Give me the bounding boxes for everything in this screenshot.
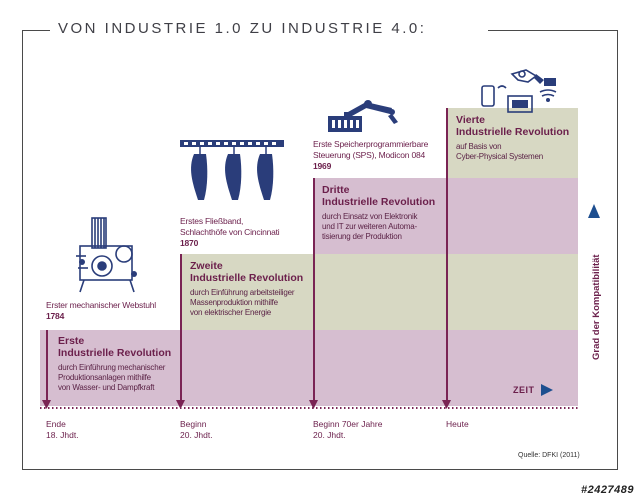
source-note: Quelle: DFKI (2011) (518, 452, 580, 459)
frame-top-left (22, 30, 50, 31)
band-first (40, 330, 578, 406)
frame-left (22, 30, 23, 470)
timeline-line-3 (313, 178, 315, 402)
milestone-2-label-2: Schlachthöfe von Cincinnati (180, 227, 280, 237)
page-title: VON INDUSTRIE 1.0 ZU INDUSTRIE 4.0: (58, 20, 427, 37)
assembly-line-icon (180, 140, 284, 200)
rev3-desc-3: tisierung der Produktion (322, 232, 402, 241)
arrowhead-1 (42, 400, 51, 409)
rev2-desc-2: Massenproduktion mithilfe (190, 298, 278, 307)
tick-3-line-2: 20. Jhdt. (313, 430, 346, 440)
frame-bottom (22, 469, 618, 470)
zeit-arrow-icon (541, 384, 553, 396)
tick-2-line-1: Beginn (180, 419, 207, 429)
timeline-line-1 (46, 330, 48, 402)
rev4-desc-2: Cyber-Physical Systemen (456, 152, 543, 161)
compat-arrow-icon (588, 204, 600, 218)
milestone-3-label-2: Steuerung (SPS), Modicon 084 (313, 150, 426, 160)
rev4-title-2: Industrielle Revolution (456, 126, 570, 138)
rev2-title-1: Zweite (190, 260, 223, 272)
milestone-1-year: 1784 (46, 311, 65, 321)
tick-1-line-2: 18. Jhdt. (46, 430, 79, 440)
x-axis-label: ZEIT (513, 385, 535, 395)
connected-devices-icon (481, 69, 557, 113)
rev3-title-1: Dritte (322, 184, 350, 196)
rev3-desc-1: durch Einsatz von Elektronik (322, 212, 418, 221)
milestone-3-year: 1969 (313, 161, 332, 171)
rev3-desc-2: und IT zur weiteren Automa- (322, 222, 417, 231)
rev1-desc-3: von Wasser- und Dampfkraft (58, 383, 155, 392)
rev1-desc-2: Produktionsanlagen mithilfe (58, 373, 151, 382)
rev1-title-1: Erste (58, 335, 85, 347)
rev3-title-2: Industrielle Revolution (322, 196, 436, 208)
milestone-2-label-1: Erstes Fließband, (180, 216, 244, 226)
frame-right (617, 30, 618, 470)
timeline-line-2 (180, 254, 182, 402)
rev4-title-1: Vierte (456, 114, 485, 126)
loom-icon (76, 217, 137, 293)
rev1-title-2: Industrielle Revolution (58, 347, 172, 359)
tick-4-line-1: Heute (446, 419, 469, 429)
rev4-desc-1: auf Basis von (456, 142, 502, 151)
milestone-2-year: 1870 (180, 238, 199, 248)
rev1-desc-1: durch Einführung mechanischer (58, 363, 166, 372)
band-third (313, 178, 578, 254)
y-axis-label: Grad der Kompatibilität (591, 254, 602, 360)
band-fourth (446, 108, 578, 178)
stock-id: #2427489 (581, 484, 634, 496)
arrowhead-2 (176, 400, 185, 409)
tick-1-line-1: Ende (46, 419, 66, 429)
tick-3-line-1: Beginn 70er Jahre (313, 419, 383, 429)
rev2-desc-3: von elektrischer Energie (190, 308, 272, 317)
arrowhead-3 (309, 400, 318, 409)
milestone-3-label-1: Erste Speicherprogrammierbare (313, 139, 429, 149)
milestone-1-label: Erster mechanischer Webstuhl (46, 300, 156, 310)
rev2-desc-1: durch Einführung arbeitsteiliger (190, 288, 295, 297)
timeline-line-4 (446, 108, 448, 402)
robot-arm-icon (328, 100, 398, 132)
tick-2-line-2: 20. Jhdt. (180, 430, 213, 440)
frame-top-right (488, 30, 618, 31)
rev2-title-2: Industrielle Revolution (190, 272, 304, 284)
arrowhead-4 (442, 400, 451, 409)
band-second (180, 254, 578, 330)
